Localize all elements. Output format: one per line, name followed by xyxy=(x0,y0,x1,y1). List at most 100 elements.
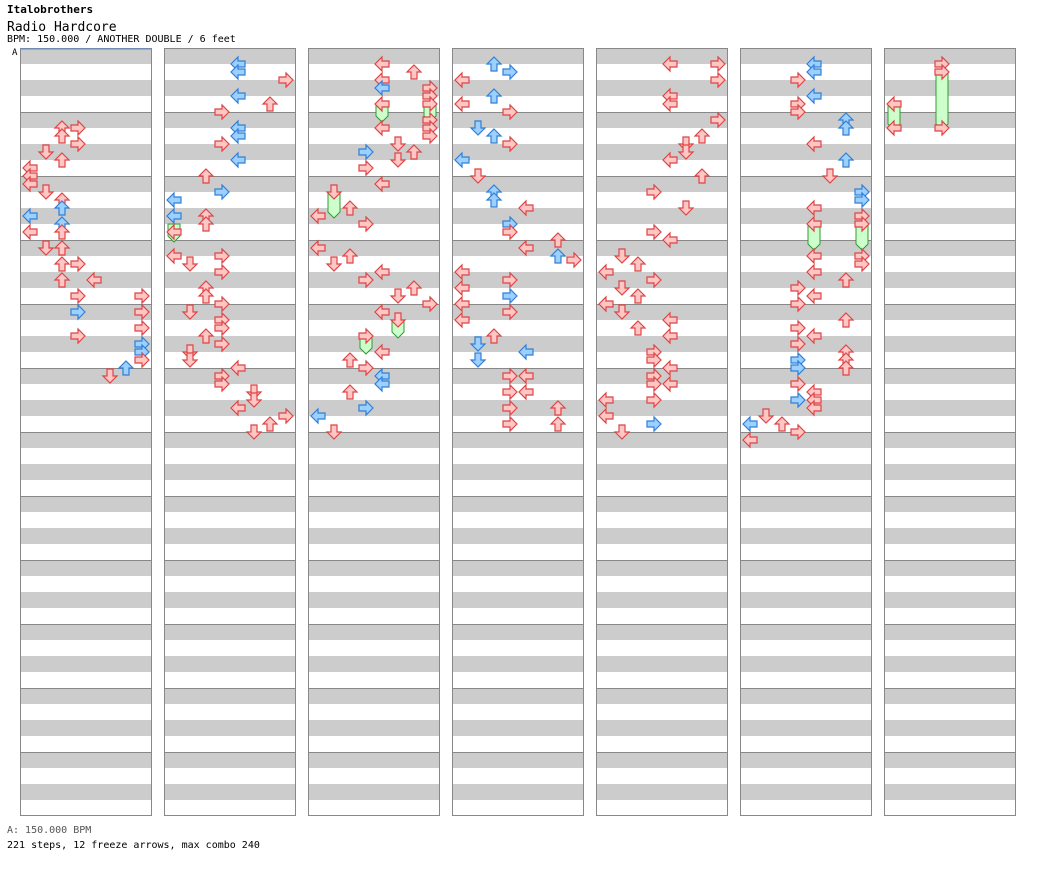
left-arrow-icon xyxy=(518,383,534,401)
chart-panel-1 xyxy=(20,48,152,816)
beat-stripe xyxy=(596,656,728,672)
beat-stripe xyxy=(308,720,440,736)
left-arrow-icon xyxy=(662,151,678,169)
beat-stripe xyxy=(308,752,440,768)
artist-name: Italobrothers xyxy=(7,3,94,16)
beat-stripe xyxy=(740,528,872,544)
bpm-line: A: 150.000 BPM xyxy=(7,825,92,836)
beat-stripe xyxy=(308,48,440,64)
right-arrow-icon xyxy=(790,423,806,441)
beat-stripe xyxy=(164,272,296,288)
beat-stripe xyxy=(596,336,728,352)
panel-border xyxy=(452,48,584,816)
beat-stripe xyxy=(884,784,1016,800)
beat-stripe xyxy=(308,496,440,512)
beat-stripe xyxy=(740,176,872,192)
beat-stripe xyxy=(740,720,872,736)
beat-stripe xyxy=(452,688,584,704)
beat-stripe xyxy=(164,688,296,704)
beat-stripe xyxy=(452,240,584,256)
up-arrow-icon xyxy=(261,416,279,432)
beat-stripe xyxy=(452,496,584,512)
up-arrow-icon xyxy=(837,272,855,288)
beat-stripe xyxy=(452,368,584,384)
left-arrow-icon xyxy=(518,367,534,385)
beat-stripe xyxy=(596,624,728,640)
left-arrow-icon xyxy=(374,303,390,321)
panel-border xyxy=(164,48,296,816)
beat-stripe xyxy=(20,304,152,320)
right-arrow-icon xyxy=(790,335,806,353)
beat-stripe xyxy=(740,144,872,160)
left-arrow-icon xyxy=(166,247,182,265)
beat-stripe xyxy=(884,304,1016,320)
beat-stripe xyxy=(884,464,1016,480)
panel-border xyxy=(884,48,1016,816)
beat-stripe xyxy=(20,784,152,800)
left-arrow-icon xyxy=(22,175,38,193)
down-arrow-icon xyxy=(613,304,631,320)
beat-stripe xyxy=(20,624,152,640)
beat-stripe xyxy=(452,176,584,192)
down-arrow-icon xyxy=(37,240,55,256)
beat-stripe xyxy=(20,336,152,352)
up-arrow-icon xyxy=(693,128,711,144)
beat-stripe xyxy=(596,80,728,96)
beat-stripe xyxy=(164,784,296,800)
beat-stripe xyxy=(596,48,728,64)
left-arrow-icon xyxy=(886,95,902,113)
beat-stripe xyxy=(884,368,1016,384)
up-arrow-icon xyxy=(773,416,791,432)
up-arrow-icon xyxy=(485,328,503,344)
left-arrow-icon xyxy=(454,71,470,89)
left-arrow-icon xyxy=(230,359,246,377)
beat-stripe xyxy=(164,336,296,352)
right-arrow-icon xyxy=(134,303,150,321)
right-arrow-icon xyxy=(710,71,726,89)
beat-stripe xyxy=(308,624,440,640)
right-arrow-icon xyxy=(790,375,806,393)
right-arrow-icon xyxy=(646,391,662,409)
beat-stripe xyxy=(452,784,584,800)
down-arrow-icon xyxy=(613,424,631,440)
right-arrow-icon xyxy=(70,119,86,137)
down-arrow-icon xyxy=(613,280,631,296)
beat-stripe xyxy=(596,176,728,192)
beat-stripe xyxy=(20,112,152,128)
left-arrow-icon xyxy=(662,55,678,73)
right-arrow-icon xyxy=(502,287,518,305)
beat-stripe xyxy=(308,528,440,544)
beat-stripe xyxy=(164,432,296,448)
beat-stripe xyxy=(20,80,152,96)
beat-stripe xyxy=(596,144,728,160)
beat-stripe xyxy=(308,80,440,96)
left-arrow-icon xyxy=(166,191,182,209)
beat-stripe xyxy=(884,336,1016,352)
panel-border xyxy=(596,48,728,816)
chart-panel-2 xyxy=(164,48,296,816)
right-arrow-icon xyxy=(358,271,374,289)
beat-stripe xyxy=(308,464,440,480)
right-arrow-icon xyxy=(70,303,86,321)
left-arrow-icon xyxy=(806,263,822,281)
up-arrow-icon xyxy=(197,288,215,304)
beat-stripe xyxy=(740,592,872,608)
down-arrow-icon xyxy=(613,248,631,264)
beat-stripe xyxy=(164,464,296,480)
left-arrow-icon xyxy=(22,223,38,241)
beat-stripe xyxy=(164,720,296,736)
beat-stripe xyxy=(884,656,1016,672)
right-arrow-icon xyxy=(422,295,438,313)
up-arrow-icon xyxy=(197,328,215,344)
beat-stripe xyxy=(884,496,1016,512)
left-arrow-icon xyxy=(886,119,902,137)
left-arrow-icon xyxy=(374,343,390,361)
beat-stripe xyxy=(740,208,872,224)
beat-stripe xyxy=(452,80,584,96)
up-arrow-icon xyxy=(485,88,503,104)
left-arrow-icon xyxy=(598,263,614,281)
left-arrow-icon xyxy=(310,407,326,425)
up-arrow-icon xyxy=(837,120,855,136)
beat-stripe xyxy=(596,368,728,384)
up-arrow-icon xyxy=(693,168,711,184)
